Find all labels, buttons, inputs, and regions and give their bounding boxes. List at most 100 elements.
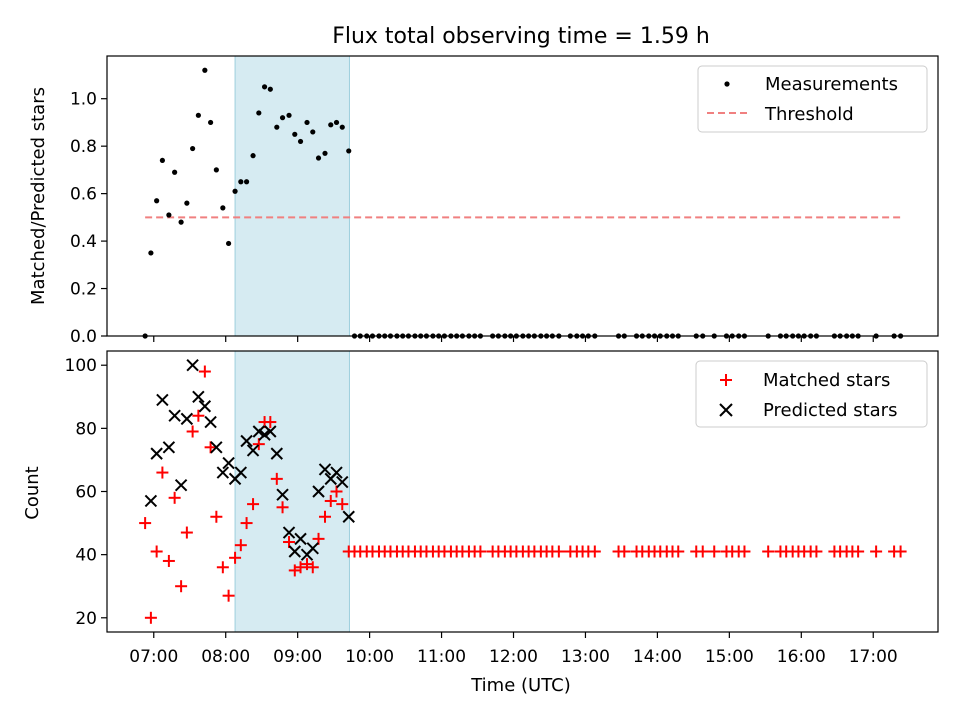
predicted-star-point	[186, 359, 199, 372]
predicted-star-point	[276, 488, 289, 501]
matched-star-point	[336, 498, 349, 511]
measurement-point	[267, 86, 273, 92]
bottom-y-tick-label: 80	[75, 419, 97, 439]
top-shaded-interval	[234, 55, 350, 337]
predicted-star-point	[162, 441, 176, 454]
matched-star-point	[306, 561, 319, 574]
predicted-star-point	[174, 478, 188, 492]
matched-star-point	[240, 517, 253, 530]
matched-star-point	[139, 517, 152, 530]
matched-star-point	[247, 498, 260, 511]
measurement-point	[148, 250, 154, 256]
bottom-legend: Matched stars Predicted stars	[695, 360, 928, 428]
measurement-point	[184, 200, 190, 206]
measurement-point	[159, 157, 165, 164]
bottom-y-axis-label: Count	[22, 466, 43, 519]
top-y-tick-label: 0.2	[70, 280, 97, 300]
predicted-star-point	[294, 532, 307, 546]
matched-star-point	[234, 539, 247, 552]
x-tick-label: 13:00	[561, 647, 610, 667]
top-y-tick-label: 0.6	[70, 185, 97, 205]
matched-star-point	[144, 611, 157, 624]
predicted-stars-series	[144, 359, 355, 561]
legend-predicted-marker	[719, 403, 733, 417]
matched-star-point	[156, 466, 169, 479]
measurement-point	[279, 115, 286, 121]
matched-star-point	[294, 561, 307, 574]
measurement-point	[213, 167, 219, 173]
predicted-star-point	[318, 463, 332, 476]
legend-predicted-label: Predicted stars	[763, 400, 897, 421]
measurement-point	[256, 110, 262, 116]
measurement-point	[292, 131, 298, 137]
matched-star-point	[738, 545, 751, 558]
measurement-point	[178, 219, 184, 225]
matched-star-point	[150, 545, 163, 558]
measurement-point	[190, 145, 196, 152]
matched-star-point	[696, 545, 709, 558]
predicted-star-point	[192, 390, 205, 403]
measurement-point	[261, 84, 268, 90]
bottom-y-tick-label: 40	[75, 546, 97, 566]
matched-star-point	[210, 510, 223, 523]
predicted-star-point	[258, 428, 271, 441]
predicted-star-point	[204, 415, 217, 429]
measurement-point	[339, 124, 345, 130]
legend-measurements-label: Measurements	[765, 74, 898, 95]
bottom-y-tick-label: 20	[75, 609, 97, 629]
top-y-axis: 0.0 0.2 0.4 0.6 0.8 1.0	[70, 90, 107, 347]
predicted-star-point	[330, 466, 343, 479]
predicted-star-point	[150, 447, 163, 460]
matched-star-point	[552, 545, 565, 558]
predicted-star-point	[210, 441, 223, 454]
matched-star-point	[588, 545, 601, 558]
matched-star-point	[870, 545, 883, 558]
measurement-point	[346, 148, 352, 154]
matched-star-point	[474, 545, 487, 558]
measurement-point	[202, 67, 208, 73]
matched-star-point	[708, 545, 721, 558]
counts-panel: 20 40 60 80 100 07:00 08:00 09:00 10:00 11:00 12:…	[22, 350, 939, 696]
matched-star-point	[204, 441, 217, 454]
predicted-star-point	[216, 466, 230, 479]
bottom-y-tick-label: 60	[75, 483, 97, 503]
predicted-star-point	[264, 425, 277, 438]
measurement-point	[297, 138, 304, 145]
measurement-point	[208, 119, 214, 126]
matched-star-point	[312, 532, 325, 545]
matched-star-point	[229, 551, 242, 564]
measurement-point	[220, 205, 226, 211]
bottom-shaded-interval	[234, 350, 350, 633]
top-x-axis-ticks	[153, 336, 874, 342]
measurement-point	[232, 188, 238, 194]
measurement-point	[238, 179, 244, 185]
x-tick-label: 17:00	[849, 647, 898, 667]
matched-star-point	[168, 491, 181, 504]
predicted-star-point	[282, 526, 296, 539]
measurement-point	[154, 198, 160, 204]
top-y-tick-label: 0.8	[70, 137, 97, 157]
measurement-point	[304, 119, 310, 126]
ratio-panel: 0.0 0.2 0.4 0.6 0.8 1.0 Matched/Predicted sta…	[28, 55, 939, 347]
x-axis-label: Time (UTC)	[470, 675, 571, 696]
x-tick-label: 16:00	[777, 647, 826, 667]
matched-star-point	[222, 589, 235, 602]
predicted-star-point	[168, 409, 181, 422]
bottom-legend-frame	[695, 360, 928, 428]
predicted-star-point	[180, 412, 194, 426]
legend-matched-label: Matched stars	[763, 370, 890, 391]
x-tick-label: 07:00	[129, 647, 178, 667]
matched-star-point	[264, 416, 277, 429]
predicted-star-point	[288, 545, 301, 558]
matched-star-point	[252, 438, 265, 451]
matched-star-point	[270, 472, 283, 485]
predicted-star-point	[240, 434, 253, 448]
measurement-point	[310, 129, 316, 135]
predicted-star-point	[342, 510, 355, 523]
predicted-star-point	[312, 485, 325, 498]
bottom-x-axis: 07:00 08:00 09:00 10:00 11:00 12:00 13:00 14:00…	[129, 632, 898, 667]
bottom-y-tick-label: 100	[65, 356, 97, 376]
predicted-star-point	[252, 425, 266, 438]
matched-star-point	[810, 545, 823, 558]
measurement-point	[250, 153, 256, 159]
